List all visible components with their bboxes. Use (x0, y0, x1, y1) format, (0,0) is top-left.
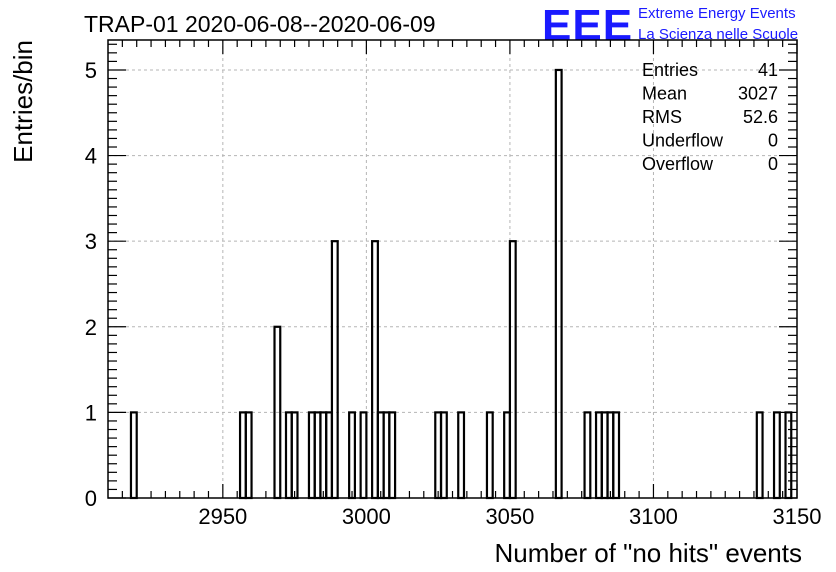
stat-label: Entries (642, 60, 698, 80)
y-tick-label: 4 (85, 144, 97, 169)
y-tick-label: 5 (85, 58, 97, 83)
x-tick-label: 3150 (773, 504, 822, 529)
y-tick-label: 0 (85, 486, 97, 511)
x-tick-label: 3100 (629, 504, 678, 529)
x-tick-label: 3000 (342, 504, 391, 529)
axis-ticks (108, 40, 798, 499)
stat-label: Mean (642, 84, 687, 104)
x-tick-label: 2950 (198, 504, 247, 529)
y-tick-label: 2 (85, 315, 97, 340)
y-tick-label: 1 (85, 400, 97, 425)
stats-box: Entries 41 Mean 3027 RMS 52.6 Underflow 0 Overfl… (642, 60, 778, 174)
stat-value: 52.6 (743, 107, 778, 127)
x-tick-label: 3050 (485, 504, 534, 529)
x-tick-labels: 2950 3000 3050 3100 3150 (198, 504, 821, 529)
stat-value: 0 (768, 131, 778, 151)
eee-logo: EEE Extreme Energy Events La Scienza nel… (542, 1, 798, 50)
stat-label: Underflow (642, 131, 724, 151)
svg-text:La Scienza nelle Scuole: La Scienza nelle Scuole (638, 26, 798, 43)
chart-title: TRAP-01 2020-06-08--2020-06-09 (84, 11, 436, 37)
histogram-bars (129, 68, 793, 500)
svg-text:EEE: EEE (542, 1, 633, 50)
x-axis-title: Number of "no hits" events (495, 538, 803, 568)
y-tick-labels: 0 1 2 3 4 5 (85, 58, 97, 511)
stat-value: 0 (768, 154, 778, 174)
stat-label: RMS (642, 107, 682, 127)
y-axis-title: Entries/bin (8, 40, 38, 163)
stat-label: Overflow (642, 154, 714, 174)
stat-value: 3027 (738, 84, 778, 104)
y-tick-label: 3 (85, 229, 97, 254)
stat-value: 41 (758, 60, 778, 80)
svg-text:Extreme Energy Events: Extreme Energy Events (638, 5, 796, 22)
